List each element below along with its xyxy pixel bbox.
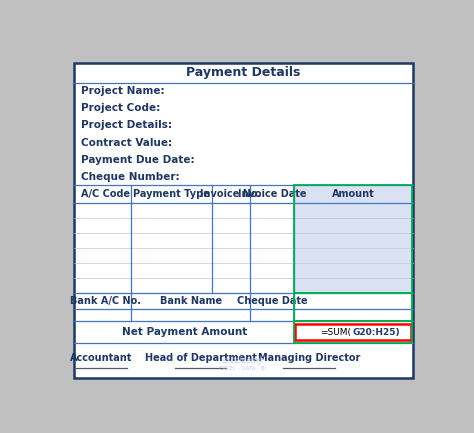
Text: Project Name:: Project Name: (81, 86, 164, 96)
Text: Head of Department: Head of Department (145, 353, 256, 363)
Bar (294, 321, 412, 343)
Text: EXCEL - DATA - BI: EXCEL - DATA - BI (219, 366, 266, 371)
Text: Managing Director: Managing Director (258, 353, 360, 363)
Bar (294, 278, 412, 293)
Text: G20:H25): G20:H25) (352, 327, 400, 336)
Text: exceldemy: exceldemy (222, 356, 264, 365)
Text: =SUM(: =SUM( (320, 327, 351, 336)
Text: Contract Value:: Contract Value: (81, 138, 172, 148)
Text: A/C Code: A/C Code (81, 189, 130, 199)
Bar (294, 203, 412, 218)
Text: Bank A/C No.: Bank A/C No. (70, 296, 141, 306)
Bar (294, 263, 412, 278)
Bar (294, 233, 412, 248)
FancyBboxPatch shape (295, 324, 411, 340)
Text: Payment Details: Payment Details (186, 66, 300, 79)
Text: Cheque Number:: Cheque Number: (81, 172, 179, 182)
Bar (294, 293, 412, 321)
Text: Net Payment Amount: Net Payment Amount (121, 327, 247, 337)
Text: Invoice Date: Invoice Date (238, 189, 307, 199)
Text: Payment Type: Payment Type (133, 189, 210, 199)
Text: Accountant: Accountant (70, 353, 133, 363)
Text: Amount: Amount (332, 189, 374, 199)
Text: Payment Due Date:: Payment Due Date: (81, 155, 194, 165)
Text: Project Details:: Project Details: (81, 120, 172, 130)
Bar (294, 218, 412, 233)
Bar (294, 185, 412, 203)
Bar (294, 248, 412, 263)
Text: Project Code:: Project Code: (81, 103, 160, 113)
Bar (294, 185, 412, 293)
Text: Bank Name: Bank Name (160, 296, 222, 306)
Text: Cheque Date: Cheque Date (237, 296, 308, 306)
Text: Invoice No.: Invoice No. (201, 189, 262, 199)
